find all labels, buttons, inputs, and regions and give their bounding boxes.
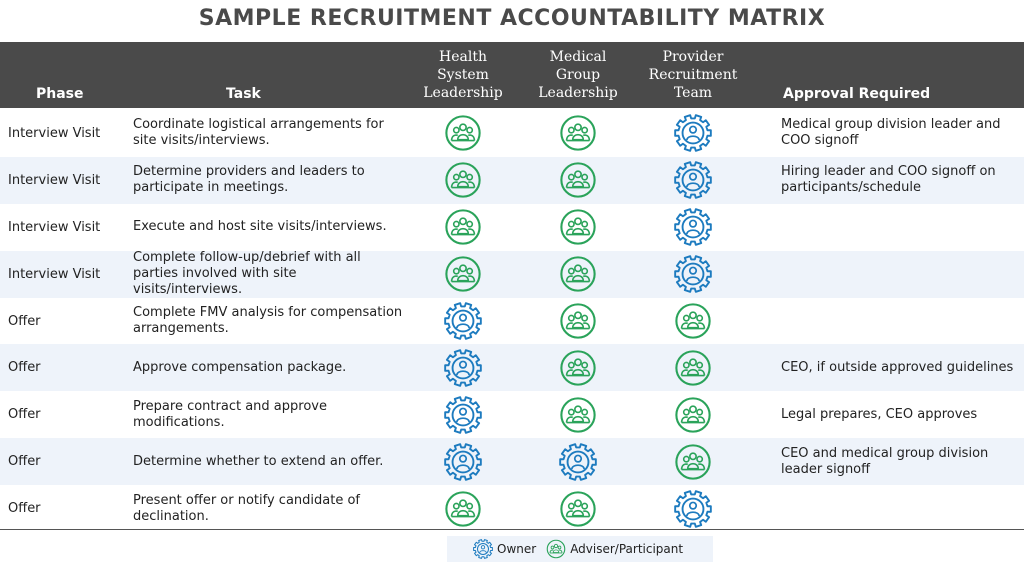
matrix-rows: Interview Visit Coordinate logistical ar… bbox=[0, 110, 1024, 532]
header-provider-recruitment-team: Provider Recruitment Team bbox=[638, 48, 748, 102]
table-header: Phase Task Health System Leadership Medi… bbox=[0, 42, 1024, 108]
approval-cell: Medical group division leader and COO si… bbox=[781, 117, 1001, 149]
group-icon bbox=[546, 539, 566, 559]
phase-cell: Interview Visit bbox=[8, 219, 101, 235]
phase-cell: Offer bbox=[8, 501, 41, 517]
gear-person-icon bbox=[674, 114, 712, 153]
header-approval-required: Approval Required bbox=[783, 86, 931, 102]
table-row: Offer Prepare contract and approve modif… bbox=[0, 391, 1024, 438]
table-row: Offer Determine whether to extend an off… bbox=[0, 438, 1024, 486]
approval-cell: CEO, if outside approved guidelines bbox=[781, 359, 1014, 375]
gear-person-icon bbox=[674, 255, 712, 293]
approval-cell: CEO and medical group division leader si… bbox=[781, 445, 989, 477]
header-prt-line3: Team bbox=[673, 85, 713, 101]
group-icon bbox=[444, 255, 482, 293]
legend-owner-label: Owner bbox=[497, 542, 537, 556]
group-icon bbox=[559, 396, 597, 434]
group-icon bbox=[674, 443, 712, 481]
task-cell: Approve compensation package. bbox=[133, 359, 347, 375]
header-hsl-line3: Leadership bbox=[423, 85, 503, 101]
header-medical-group-leadership: Medical Group Leadership bbox=[523, 48, 633, 102]
group-icon bbox=[559, 114, 597, 152]
phase-cell: Interview Visit bbox=[8, 172, 101, 188]
group-icon bbox=[674, 396, 712, 434]
legend: Owner Adviser/Participant bbox=[447, 536, 713, 562]
gear-person-icon bbox=[473, 539, 493, 559]
table-row: Interview Visit Complete follow-up/debri… bbox=[0, 250, 1024, 298]
phase-cell: Offer bbox=[8, 360, 41, 376]
gear-person-icon bbox=[444, 395, 482, 434]
approval-cell: Hiring leader and COO signoff on partici… bbox=[781, 164, 996, 196]
legend-owner: Owner bbox=[473, 539, 536, 559]
gear-person-icon bbox=[674, 489, 712, 528]
header-hsl-line1: Health bbox=[439, 49, 487, 65]
approval-cell: Legal prepares, CEO approves bbox=[781, 406, 978, 422]
page-title: SAMPLE RECRUITMENT ACCOUNTABILITY MATRIX bbox=[198, 6, 826, 31]
task-cell: Present offer or notify candidate of dec… bbox=[133, 492, 360, 524]
approval-cell bbox=[781, 298, 1021, 345]
table-row: Offer Complete FMV analysis for compensa… bbox=[0, 298, 1024, 345]
phase-cell: Offer bbox=[8, 454, 41, 470]
header-health-system-leadership: Health System Leadership bbox=[408, 48, 518, 102]
header-prt-line2: Recruitment bbox=[648, 67, 738, 83]
group-icon bbox=[444, 114, 482, 152]
task-cell: Coordinate logistical arrangements for s… bbox=[133, 117, 384, 149]
gear-person-icon bbox=[674, 208, 712, 247]
table-row: Interview Visit Coordinate logistical ar… bbox=[0, 110, 1024, 157]
task-cell: Determine whether to extend an offer. bbox=[133, 453, 384, 469]
approval-cell bbox=[781, 251, 1021, 298]
header-mgl-line2: Group bbox=[555, 67, 601, 83]
phase-cell: Offer bbox=[8, 407, 41, 423]
group-icon bbox=[559, 490, 597, 528]
approval-cell bbox=[781, 204, 1021, 251]
legend-adviser-label: Adviser/Participant bbox=[570, 542, 684, 556]
group-icon bbox=[444, 208, 482, 246]
header-mgl-line1: Medical bbox=[549, 49, 607, 65]
approval-cell bbox=[781, 485, 1021, 532]
task-cell: Determine providers and leaders to parti… bbox=[133, 164, 365, 196]
phase-cell: Interview Visit bbox=[8, 125, 101, 141]
group-icon bbox=[559, 302, 597, 340]
header-task: Task bbox=[226, 86, 261, 102]
table-bottom-rule bbox=[0, 529, 1024, 530]
header-prt-line1: Provider bbox=[662, 49, 724, 65]
group-icon bbox=[559, 255, 597, 293]
group-icon bbox=[559, 349, 597, 387]
gear-person-icon bbox=[674, 161, 712, 200]
table-row: Offer Approve compensation package. CEO,… bbox=[0, 344, 1024, 392]
group-icon bbox=[674, 302, 712, 340]
group-icon bbox=[444, 490, 482, 528]
gear-person-icon bbox=[444, 349, 482, 387]
table-row: Interview Visit Execute and host site vi… bbox=[0, 204, 1024, 251]
task-cell: Complete FMV analysis for compensation a… bbox=[133, 305, 403, 336]
gear-person-icon bbox=[444, 442, 482, 481]
group-icon bbox=[559, 208, 597, 246]
task-cell: Prepare contract and approve modificatio… bbox=[133, 398, 327, 430]
group-icon bbox=[559, 161, 597, 199]
header-hsl-line2: System bbox=[437, 67, 489, 83]
header-phase: Phase bbox=[36, 86, 84, 102]
header-mgl-line3: Leadership bbox=[538, 85, 618, 101]
group-icon bbox=[444, 161, 482, 199]
legend-adviser: Adviser/Participant bbox=[546, 539, 683, 559]
task-cell: Execute and host site visits/interviews. bbox=[133, 219, 387, 235]
phase-cell: Offer bbox=[8, 313, 41, 329]
table-row: Offer Present offer or notify candidate … bbox=[0, 485, 1024, 532]
phase-cell: Interview Visit bbox=[8, 266, 101, 282]
gear-person-icon bbox=[444, 302, 482, 340]
task-cell: Complete follow-up/debrief with all part… bbox=[133, 250, 361, 298]
group-icon bbox=[674, 349, 712, 387]
table-row: Interview Visit Determine providers and … bbox=[0, 156, 1024, 204]
gear-person-icon bbox=[559, 442, 597, 481]
